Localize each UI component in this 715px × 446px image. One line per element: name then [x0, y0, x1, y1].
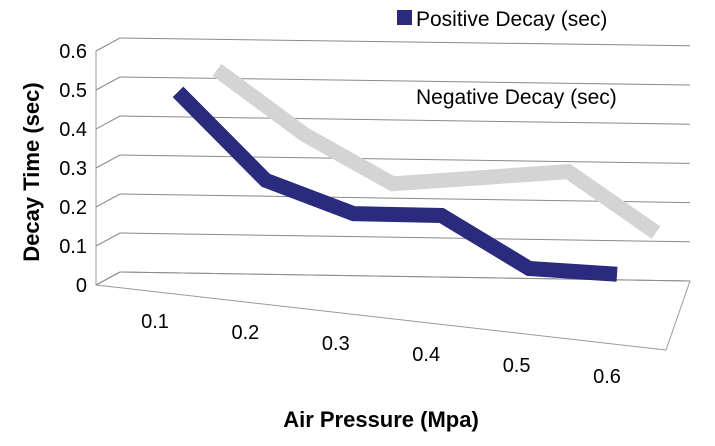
gridline [119, 154, 691, 164]
x-tick-label: 0.6 [593, 366, 621, 388]
gridline-side [95, 193, 121, 208]
gridline [119, 37, 691, 47]
legend-label-negative: Negative Decay (sec) [416, 86, 617, 109]
x-tick-label: 0.1 [141, 311, 169, 333]
x-tick-label: 0.5 [503, 355, 531, 377]
series-line-negative [212, 63, 661, 239]
legend-label-positive: Positive Decay (sec) [416, 8, 607, 31]
x-axis-title: Air Pressure (Mpa) [283, 407, 479, 432]
y-tick-label: 0.4 [59, 119, 87, 141]
gridline-side [95, 37, 121, 52]
gridlines [95, 37, 691, 286]
legend: Positive Decay (sec) Negative Decay (sec… [397, 8, 617, 109]
y-axis-title: Decay Time (sec) [19, 82, 44, 261]
gridline-side [95, 115, 121, 130]
y-tick-label: 0.3 [59, 158, 87, 180]
y-tick-label: 0.2 [59, 197, 87, 219]
x-tick-labels: 0.1 0.2 0.3 0.4 0.5 0.6 [141, 311, 621, 388]
series-line-positive [172, 86, 618, 282]
x-tick-label: 0.2 [231, 322, 259, 344]
gridline [119, 115, 691, 125]
legend-swatch-positive [397, 10, 412, 25]
gridline [119, 193, 691, 204]
gridline-side [95, 154, 121, 169]
gridline-side [95, 76, 121, 91]
gridline [119, 232, 691, 243]
x-tick-label: 0.4 [412, 344, 440, 366]
y-tick-label: 0.6 [59, 41, 87, 63]
y-tick-labels: 0 0.1 0.2 0.3 0.4 0.5 0.6 [59, 41, 87, 297]
floor-back-edge [119, 271, 691, 351]
x-tick-label: 0.3 [322, 333, 350, 355]
series-layer [172, 63, 661, 282]
gridline-side [95, 271, 121, 286]
y-tick-label: 0 [76, 275, 87, 297]
gridline [119, 76, 691, 86]
y-tick-label: 0.1 [59, 236, 87, 258]
gridline-side [95, 232, 121, 247]
y-tick-label: 0.5 [59, 80, 87, 102]
